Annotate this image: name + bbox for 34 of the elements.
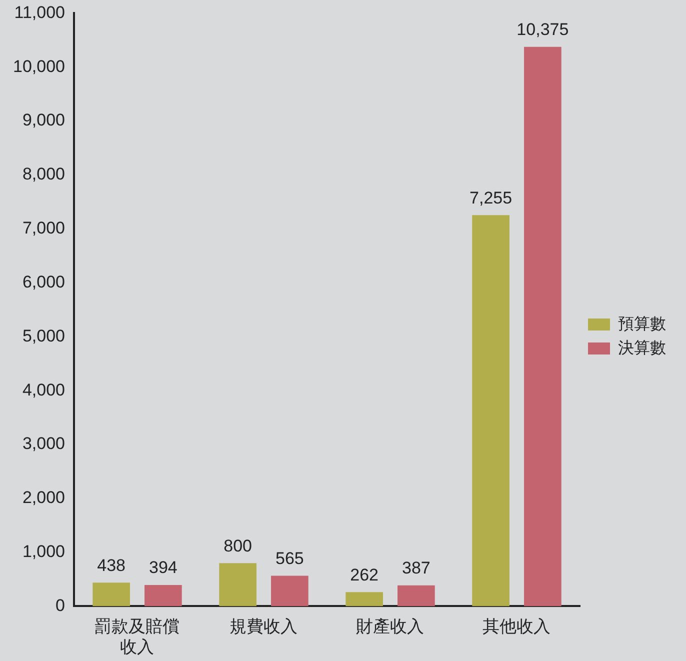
- x-tick-label: 財產收入: [356, 617, 424, 636]
- bar: [346, 592, 383, 606]
- x-tick-label: 規費收入: [230, 617, 298, 636]
- y-tick-label: 7,000: [22, 218, 65, 238]
- y-tick-label: 3,000: [22, 434, 65, 454]
- data-label: 438: [97, 556, 126, 575]
- data-label: 394: [148, 558, 178, 578]
- y-tick-label: 5,000: [22, 326, 65, 346]
- y-tick-label: 10,000: [12, 56, 65, 76]
- y-tick-label: 8,000: [22, 164, 65, 184]
- y-tick-label: 6,000: [22, 272, 65, 292]
- x-tick-label: 其他收入: [482, 617, 551, 636]
- y-tick-label: 2,000: [22, 488, 65, 508]
- x-tick-label: 罰款及賠償收入: [94, 617, 180, 656]
- data-label: 7,255: [470, 188, 512, 208]
- y-tick-label: 4,000: [22, 380, 65, 400]
- data-label: 565: [275, 548, 304, 568]
- bar: [472, 215, 510, 606]
- legend-label: 預算數: [618, 314, 666, 333]
- bar: [144, 584, 182, 606]
- legend-label: 決算數: [618, 338, 666, 357]
- bar: [219, 563, 256, 606]
- y-tick-label: 0: [56, 596, 65, 615]
- y-tick-label: 1,000: [22, 542, 65, 561]
- data-label: 262: [350, 565, 379, 584]
- data-label: 10,375: [516, 20, 569, 40]
- bar: [398, 585, 435, 606]
- bar: [524, 46, 562, 606]
- bar: [92, 582, 130, 606]
- data-label: 800: [224, 536, 252, 556]
- y-tick-label: 11,000: [14, 2, 65, 22]
- y-tick-label: 9,000: [22, 110, 65, 130]
- bar: [271, 576, 308, 606]
- data-label: 387: [402, 558, 430, 578]
